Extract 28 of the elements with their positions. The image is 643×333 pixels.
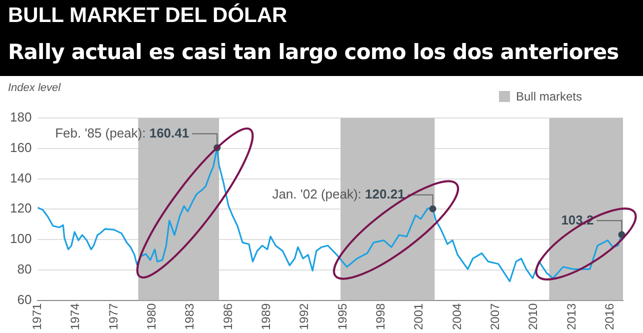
annotation: Feb. '85 (peak): 160.41 <box>55 125 190 140</box>
y-tick-label: 140 <box>10 170 32 186</box>
chart-title: BULL MARKET DEL DÓLAR <box>8 4 288 28</box>
x-tick-label: 2013 <box>564 302 578 330</box>
x-tick-label: 1971 <box>30 302 44 330</box>
y-tick-label: 80 <box>17 262 32 276</box>
x-tick-label: 1986 <box>220 302 235 330</box>
chart-subtitle: Rally actual es casi tan largo como los dos anteriores <box>8 40 619 64</box>
x-tick-label: 1992 <box>297 302 312 330</box>
x-tick-label: 1983 <box>182 302 197 330</box>
x-tick-label: 2007 <box>488 302 502 330</box>
y-tick-label: 100 <box>10 231 32 246</box>
x-tick-label: 1974 <box>68 302 82 330</box>
legend-label: Bull markets <box>516 89 582 104</box>
x-tick-label: 2004 <box>450 302 464 330</box>
x-tick-label: 2001 <box>412 302 426 330</box>
x-tick-label: 1989 <box>259 302 274 330</box>
x-tick-label: 1977 <box>106 302 120 330</box>
x-tick-label: 2010 <box>526 302 540 330</box>
x-tick-label: 1980 <box>144 302 159 330</box>
x-tick-label: 1995 <box>335 302 350 330</box>
y-tick-label: 160 <box>10 140 32 155</box>
x-tick-label: 1998 <box>374 302 388 330</box>
y-axis-title: Index level <box>8 82 62 94</box>
x-tick-label: 2016 <box>602 302 617 330</box>
y-tick-label: 120 <box>10 200 32 216</box>
y-tick-label: 180 <box>10 110 32 125</box>
y-tick-label: 60 <box>17 292 32 307</box>
